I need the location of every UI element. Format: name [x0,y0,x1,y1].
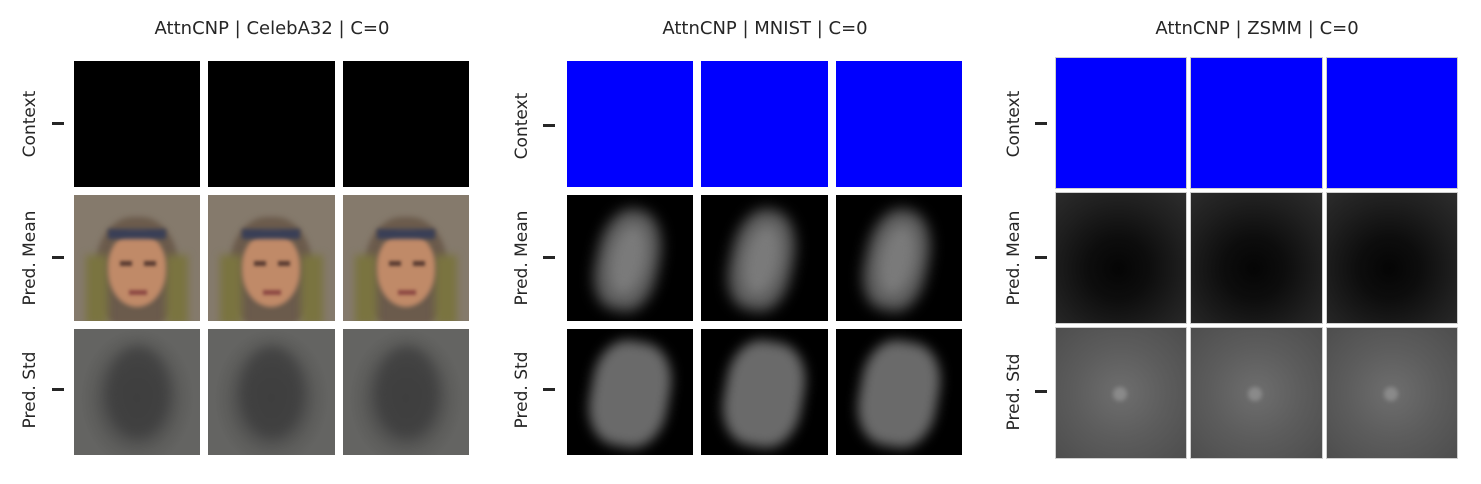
context-image [208,61,335,187]
row-tick [52,256,64,259]
row-tick [52,388,64,391]
pred-std-image [701,329,828,455]
panel-mnist: AttnCNP | MNIST | C=0 Context Pred. Mean… [494,0,974,484]
row-tick [1035,390,1047,393]
pred-std-image [836,329,962,455]
pred-std-image [1190,327,1323,459]
context-image [1055,57,1187,189]
context-image [701,61,828,187]
panel-zsmm: AttnCNP | ZSMM | C=0 Context Pred. Mean … [984,0,1474,484]
row-tick [543,388,555,391]
pred-mean-image [1326,192,1458,324]
context-image [836,61,962,187]
pred-mean-image [836,195,962,321]
pred-std-image [567,329,693,455]
row-tick [543,124,555,127]
pred-std-image [1055,327,1187,459]
row-label-pred-std: Pred. Std [512,351,532,429]
pred-mean-image [701,195,828,321]
panel-title: AttnCNP | ZSMM | C=0 [1155,18,1359,39]
row-tick [1035,122,1047,125]
row-tick [543,256,555,259]
pred-mean-image [1190,192,1323,324]
pred-mean-image [1055,192,1187,324]
row-tick [52,122,64,125]
pred-std-image [74,329,200,455]
panel-title: AttnCNP | CelebA32 | C=0 [154,18,390,39]
pred-mean-image [567,195,693,321]
pred-mean-image [74,195,200,321]
row-label-pred-std: Pred. Std [20,351,40,429]
context-image [1190,57,1323,189]
context-image [567,61,693,187]
panel-title: AttnCNP | MNIST | C=0 [662,18,868,39]
row-label-pred-std: Pred. Std [1004,353,1024,431]
context-image [1326,57,1458,189]
pred-std-image [1326,327,1458,459]
context-image [74,61,200,187]
row-tick [1035,256,1047,259]
pred-std-image [208,329,335,455]
pred-mean-image [208,195,335,321]
context-image [343,61,469,187]
pred-mean-image [343,195,469,321]
pred-std-image [343,329,469,455]
panel-celeba: AttnCNP | CelebA32 | C=0 Context Pred. M… [0,0,480,484]
